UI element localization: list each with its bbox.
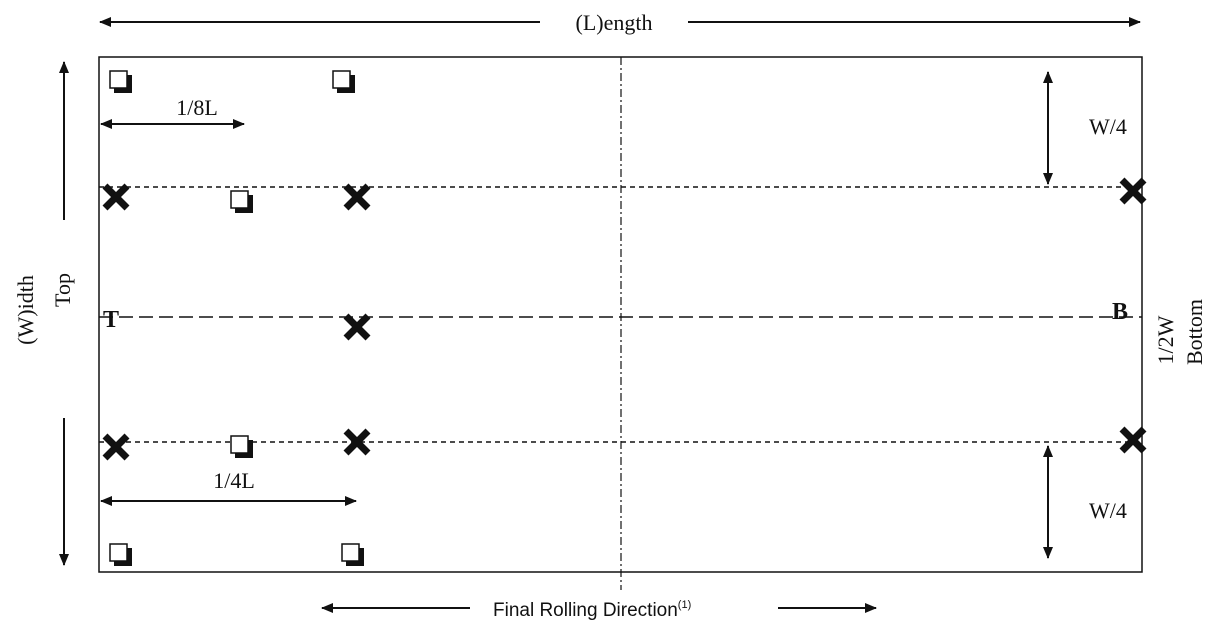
width-label: (W)idth (13, 275, 38, 345)
square-specimen-icon (109, 543, 132, 566)
x-mark-icon (343, 313, 371, 341)
square-specimen-icon (230, 190, 253, 213)
top-label: Top (50, 273, 75, 307)
x-mark-icon (1119, 426, 1147, 454)
x-mark-icon (102, 433, 130, 461)
rolling-direction-label: Final Rolling Direction(1) (493, 599, 691, 621)
quarter-width-label-top: W/4 (1089, 114, 1127, 139)
eighth-length-label: 1/8L (176, 95, 218, 120)
square-specimen-icon (230, 435, 253, 458)
x-mark-icon (343, 183, 371, 211)
bottom-label: Bottom (1182, 299, 1207, 365)
x-mark-icon (1119, 177, 1147, 205)
length-label: (L)ength (576, 10, 653, 35)
top-marker: T (103, 307, 119, 333)
x-mark-icon (102, 183, 130, 211)
square-specimen-icon (332, 70, 355, 93)
bottom-marker: B (1112, 299, 1128, 325)
quarter-width-label-bottom: W/4 (1089, 498, 1127, 523)
quarter-length-label: 1/4L (213, 468, 255, 493)
half-width-label: 1/2W (1153, 315, 1178, 364)
x-mark-icon (343, 428, 371, 456)
square-specimen-icon (109, 70, 132, 93)
square-specimen-icon (341, 543, 364, 566)
